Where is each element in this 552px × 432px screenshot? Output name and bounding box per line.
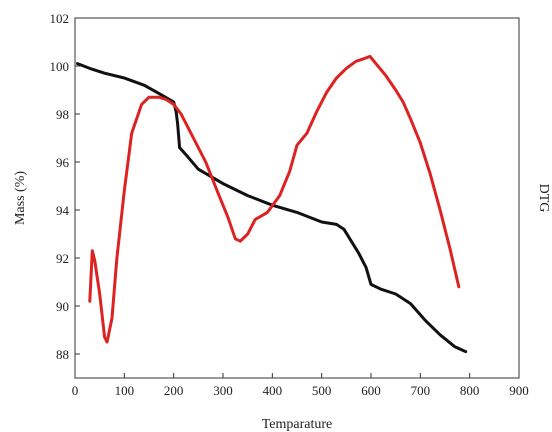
y-tick-label-5: 98 <box>56 107 69 122</box>
series-line-0 <box>76 62 468 354</box>
x-tick-label-8: 800 <box>460 383 480 398</box>
x-tick-label-3: 300 <box>213 383 233 398</box>
y-tick-label-7: 102 <box>50 11 70 26</box>
y-axis: 88 90 92 94 96 98 100 102 <box>50 11 80 362</box>
plot-frame <box>74 17 520 379</box>
y-tick-label-0: 88 <box>56 347 69 362</box>
series-line-1 <box>88 54 461 344</box>
y-axis-label-right: DTG <box>536 184 551 213</box>
y-tick-label-3: 94 <box>56 203 70 218</box>
x-axis: 0 100 200 300 400 500 600 700 800 900 <box>72 373 529 398</box>
x-tick-label-7: 700 <box>411 383 431 398</box>
y-tick-label-1: 90 <box>56 299 69 314</box>
x-tick-label-9: 900 <box>509 383 529 398</box>
x-tick-label-0: 0 <box>72 383 79 398</box>
y-axis-label-left: Mass (%) <box>13 171 28 225</box>
x-axis-label: Temparature <box>262 417 333 432</box>
x-tick-label-4: 400 <box>263 383 283 398</box>
x-tick-label-1: 100 <box>115 383 135 398</box>
x-tick-label-2: 200 <box>164 383 184 398</box>
x-tick-label-6: 600 <box>361 383 381 398</box>
y-tick-label-6: 100 <box>50 59 70 74</box>
series-layer <box>76 54 468 354</box>
y-tick-label-2: 92 <box>56 251 69 266</box>
x-tick-label-5: 500 <box>312 383 332 398</box>
y-tick-label-4: 96 <box>56 155 70 170</box>
